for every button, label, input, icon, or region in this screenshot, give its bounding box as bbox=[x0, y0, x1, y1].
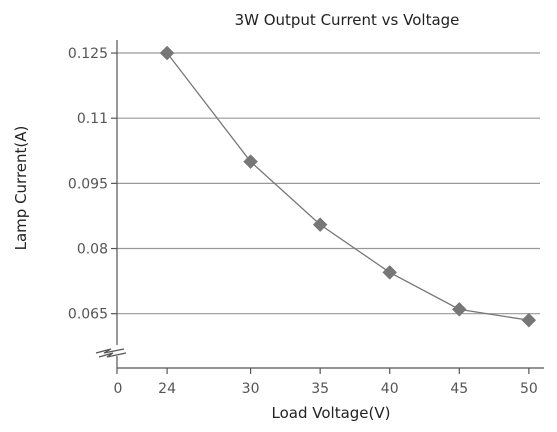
data-point-marker bbox=[521, 312, 537, 328]
x-tick-label: 45 bbox=[450, 381, 468, 397]
y-tick-label: 0.125 bbox=[68, 46, 108, 62]
data-point-marker bbox=[159, 45, 175, 61]
grid bbox=[117, 52, 540, 315]
y-tick-label: 0.11 bbox=[77, 111, 108, 127]
y-tick-label: 0.08 bbox=[77, 242, 108, 258]
x-tick-label: 40 bbox=[381, 381, 399, 397]
x-tick-label: 30 bbox=[242, 381, 260, 397]
x-tick-label: 0 bbox=[114, 381, 123, 397]
series-line bbox=[166, 52, 529, 321]
x-tick-label: 24 bbox=[158, 381, 176, 397]
y-axis-label: Lamp Current(A) bbox=[12, 126, 30, 251]
series bbox=[159, 45, 537, 328]
data-point-marker bbox=[451, 301, 467, 317]
x-tick-label: 35 bbox=[311, 381, 329, 397]
data-point-marker bbox=[243, 154, 258, 169]
y-tick-label: 0.095 bbox=[68, 176, 108, 192]
y-tick-label: 0.065 bbox=[68, 307, 108, 323]
chart-title: 3W Output Current vs Voltage bbox=[235, 11, 460, 29]
x-axis-label: Load Voltage(V) bbox=[272, 404, 391, 422]
y-axis-ticks: 0.125 0.11 0.095 0.08 0.065 bbox=[68, 46, 117, 323]
data-point-marker bbox=[312, 217, 328, 232]
axes bbox=[95, 40, 544, 369]
x-tick-label: 50 bbox=[520, 381, 538, 397]
data-point-marker bbox=[382, 265, 398, 280]
axis-break-mark bbox=[95, 348, 127, 358]
x-axis-ticks: 0 24 30 35 40 45 50 bbox=[114, 368, 538, 397]
